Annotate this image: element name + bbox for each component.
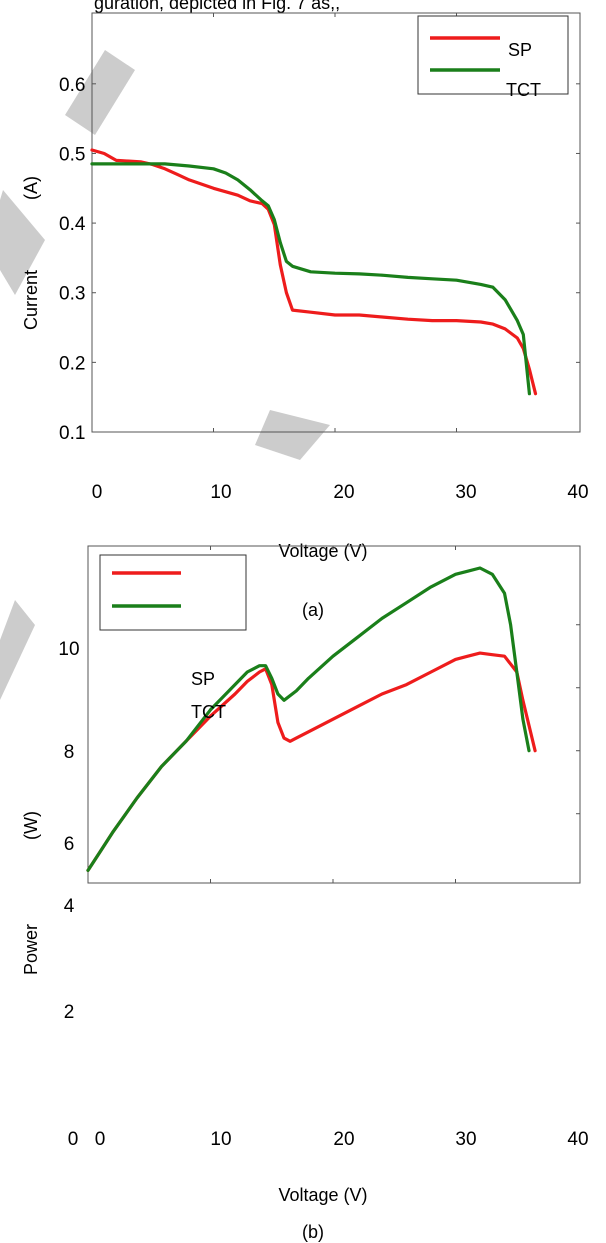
series-line-tct-b [86,566,531,873]
y-axis-label-unit-b: (W) [21,811,41,840]
x-tick-label-b: 0 [95,1129,106,1150]
chart-b: 2 4 6 8 10 0 10 20 30 40 0 Power (W) Voltage (V) (b) SP… [21,545,589,1242]
series-line-sp-a [90,148,538,396]
y-tick-label-b: 10 [58,639,79,660]
x-tick-label-b: 10 [210,1129,231,1150]
x-tick-label-a: 20 [333,482,354,503]
plot-frame-a [91,12,581,433]
legend-box-b [99,554,247,631]
y-tick-label-a: 0.2 [59,353,85,374]
y-tick-label-a: 0.5 [59,144,85,165]
legend-label-sp-b: SP [191,669,215,689]
y-tick-label-a: 0.1 [59,423,85,444]
series-line-tct-a [90,162,532,396]
caption-b: (b) [302,1222,324,1242]
watermark-segment [65,50,135,135]
caption-a: (a) [302,600,324,620]
x-tick-label-a: 40 [567,482,588,503]
x-tick-label-b: 30 [455,1129,476,1150]
header-fragment: guration, depicted in Fig. 7 as,, [94,0,341,13]
legend-label-sp-a: SP [508,40,532,60]
series-line-sp-b [86,651,537,873]
y-tick-label-b: 2 [64,1002,75,1023]
legend-box-a [417,15,569,95]
legend-label-tct-b: TCT [191,702,226,722]
x-tick-label-a: 30 [455,482,476,503]
y-axis-label-word-b: Power [21,924,41,975]
plot-frame-b [87,545,581,884]
y-tick-label-a: 0.6 [59,75,85,96]
chart-a: 0.1 0.2 0.3 0.4 0.5 0.6 0 10 20 30 40 Current (A) Vol… [21,12,589,620]
x-tick-label-b-extra: 0 [68,1129,79,1150]
x-tick-label-a: 0 [92,482,103,503]
y-tick-label-a: 0.3 [59,284,85,305]
x-axis-label-b: Voltage (V) [278,1185,367,1205]
x-tick-label-b: 20 [333,1129,354,1150]
watermark-segment [0,600,35,700]
y-tick-label-b: 8 [64,742,75,763]
y-tick-label-b: 4 [64,896,75,917]
y-axis-label-unit-a: (A) [21,176,41,200]
y-axis-label-word-a: Current [21,270,41,330]
x-tick-label-b: 40 [567,1129,588,1150]
legend-label-tct-a: TCT [506,80,541,100]
watermark-segment [255,410,330,460]
y-tick-label-b: 6 [64,834,75,855]
watermark-segment [0,190,45,295]
y-tick-label-a: 0.4 [59,214,86,235]
x-tick-label-a: 10 [210,482,231,503]
x-axis-label-a: Voltage (V) [278,541,367,561]
